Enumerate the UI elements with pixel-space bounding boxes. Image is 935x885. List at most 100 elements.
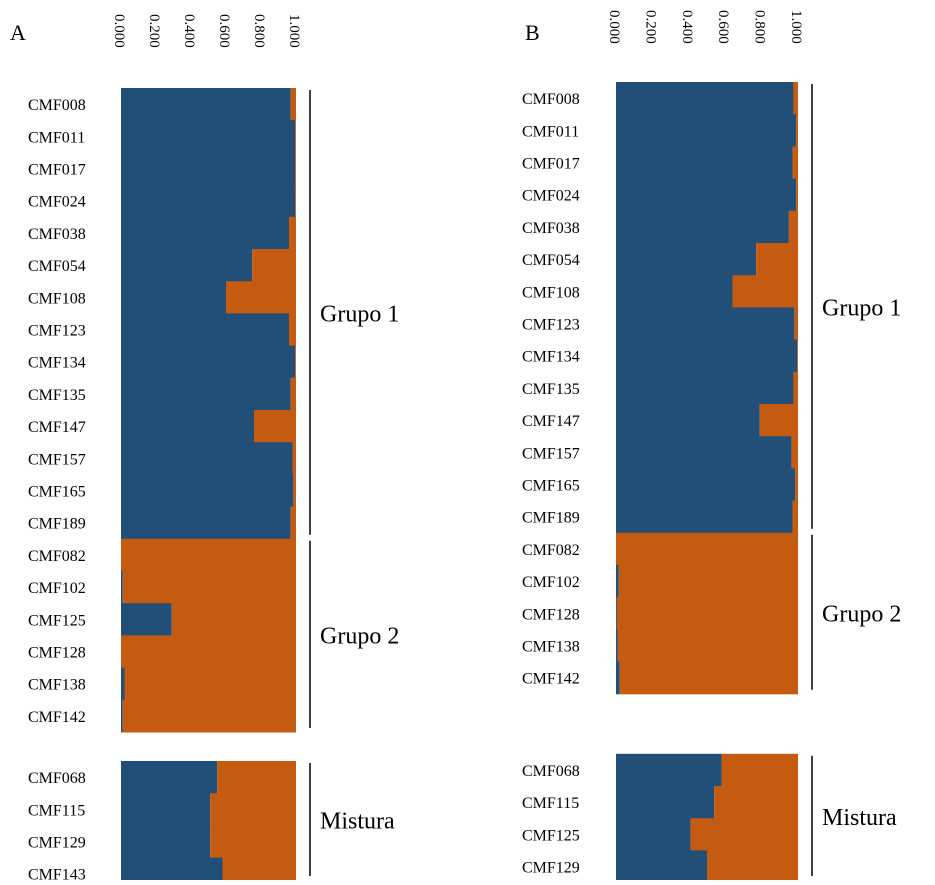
group-label: Grupo 2 [320,623,399,649]
bar-cluster1 [121,410,254,443]
sample-label: CMF189 [28,516,86,533]
bar-cluster1 [616,661,620,695]
bar-cluster2 [289,216,296,250]
sample-label: CMF068 [522,763,580,780]
bar-cluster2 [210,793,296,826]
bar-cluster1 [616,597,617,630]
bar-cluster1 [616,468,796,502]
group-label: Mistura [320,809,395,835]
bar-cluster1 [121,216,289,250]
bar-cluster2 [121,538,296,572]
sample-label: CMF157 [522,445,580,462]
sample-label: CMF024 [522,188,580,205]
bar-cluster2 [793,82,798,115]
sample-label: CMF128 [522,606,580,623]
bar-cluster2 [793,371,798,405]
bar-cluster2 [714,786,798,819]
bar-cluster1 [121,249,253,282]
bar-cluster2 [616,532,798,566]
bar-cluster2 [295,184,296,218]
bar-cluster1 [121,474,294,508]
bar-cluster2 [295,345,296,379]
sample-label: CMF129 [28,835,86,852]
bar-cluster2 [794,307,798,341]
bar-cluster1 [616,818,691,851]
bar-cluster1 [616,565,619,598]
bar-cluster2 [292,442,296,475]
bar-cluster1 [616,850,707,884]
sample-label: CMF143 [28,867,86,880]
sample-label: CMF054 [522,252,580,269]
bar-cluster2 [617,629,798,663]
bar-cluster2 [618,565,798,598]
sample-label: CMF123 [522,317,580,334]
tick-label: 0.200 [642,10,658,44]
bar-cluster1 [616,753,722,787]
sample-label: CMF102 [522,574,580,591]
bar-cluster1 [616,629,618,663]
bar-cluster1 [121,120,296,153]
bar-cluster1 [121,152,296,186]
bar-cluster2 [295,152,296,186]
sample-label: CMF011 [522,123,579,140]
bar-cluster2 [210,825,296,859]
sample-label: CMF125 [28,612,86,629]
bar-cluster1 [616,371,794,405]
tick-label: 0.400 [679,10,695,44]
sample-label: CMF038 [522,220,580,237]
sample-label: CMF157 [28,451,86,468]
bar-cluster2 [721,753,798,787]
bar-cluster1 [616,339,798,373]
sample-label: CMF011 [28,129,85,146]
sample-label: CMF082 [28,548,86,565]
sample-label: CMF008 [522,91,580,108]
group-label: Grupo 1 [822,295,901,321]
bar-cluster1 [616,146,793,180]
bar-cluster2 [121,635,296,669]
bar-cluster1 [121,699,123,733]
sample-label: CMF038 [28,226,86,243]
bar-cluster1 [616,275,733,308]
tick-label: 0.600 [216,14,232,48]
bar-cluster2 [791,436,798,469]
bar-cluster1 [616,82,794,115]
bar-cluster2 [290,506,296,540]
sample-label: CMF125 [522,827,580,844]
sample-label: CMF108 [522,284,580,301]
sample-label: CMF147 [522,413,580,430]
bar-cluster1 [616,307,795,341]
tick-label: 0.200 [146,14,162,48]
bar-cluster1 [121,506,291,540]
bar-cluster1 [616,178,797,212]
bar-cluster1 [616,500,793,534]
group-label: Grupo 2 [822,601,901,627]
sample-label: CMF134 [28,355,86,372]
bar-cluster2 [252,249,296,282]
sample-label: CMF108 [28,290,86,307]
bar-cluster1 [616,210,789,244]
bar-cluster2 [619,661,798,695]
sample-label: CMF142 [28,709,86,726]
bar-cluster2 [756,243,798,276]
sample-label: CMF147 [28,419,86,436]
bar-cluster1 [616,786,715,819]
sample-label: CMF138 [522,639,580,656]
bar-cluster2 [122,571,296,604]
bar-cluster2 [707,850,798,884]
sample-label: CMF008 [28,97,86,114]
tick-label: 0.800 [251,14,267,48]
sample-label: CMF128 [28,645,86,662]
sample-label: CMF082 [522,542,580,559]
bar-cluster2 [124,667,296,701]
bar-cluster2 [792,500,798,534]
bar-cluster2 [788,210,798,244]
panel-a: A 0.000 0.200 0.400 0.600 0.800 1.000 CMF008 CMF… [10,14,399,885]
bar-cluster1 [121,857,223,885]
bar-cluster1 [121,761,218,794]
sample-label: CMF142 [522,671,580,688]
tick-label: 0.000 [606,10,622,44]
bar-cluster2 [254,410,296,443]
panel-b: B 0.000 0.200 0.400 0.600 0.800 1.000 CMF008 CMF… [522,10,901,885]
sample-label: CMF115 [522,795,579,812]
bar-cluster1 [121,667,125,701]
